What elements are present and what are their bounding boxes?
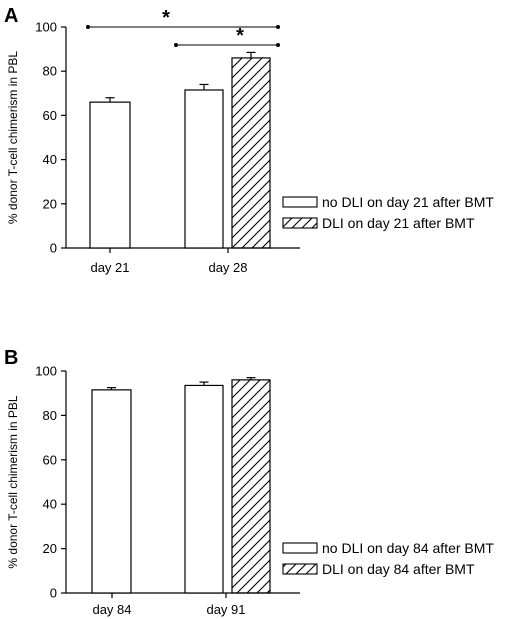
significance-endpoint: [86, 25, 90, 29]
bar: [184, 384, 224, 594]
bar: [231, 57, 271, 249]
significance-star: *: [162, 7, 170, 29]
bar: [89, 101, 131, 249]
chart-panel-a: A 0 20 40 60 80 100 % donor T-cell chimerism in…: [4, 5, 494, 275]
x-tick-label: day 28: [208, 260, 247, 275]
y-tick-label: 60: [43, 452, 57, 467]
legend-label: no DLI on day 21 after BMT: [322, 194, 494, 210]
x-tick-label: day 91: [206, 602, 245, 617]
panel-label: B: [4, 347, 18, 369]
y-axis-label: % donor T-cell chimerism in PBL: [6, 395, 20, 569]
y-tick-label: 20: [43, 541, 57, 556]
significance-endpoint: [174, 43, 178, 47]
bar: [91, 389, 132, 594]
y-tick-label: 80: [43, 64, 57, 79]
bar: [231, 379, 271, 594]
significance-endpoint: [276, 25, 280, 29]
legend-label: no DLI on day 84 after BMT: [322, 540, 494, 556]
y-tick-label: 40: [43, 497, 57, 512]
y-tick-label: 100: [35, 20, 57, 35]
chart-panel-b: B 0 20 40 60 80 100 % donor T-cell chimerism in…: [4, 347, 494, 617]
legend-label: DLI on day 84 after BMT: [322, 561, 475, 577]
y-tick-label: 0: [50, 586, 57, 601]
significance-star: *: [236, 25, 244, 47]
panel-label: A: [4, 5, 18, 27]
y-tick-label: 80: [43, 408, 57, 423]
y-tick-label: 60: [43, 108, 57, 123]
y-tick-label: 100: [35, 364, 57, 379]
significance-endpoint: [276, 43, 280, 47]
y-axis-label: % donor T-cell chimerism in PBL: [6, 51, 20, 225]
legend-swatch: [282, 563, 318, 575]
legend-label: DLI on day 21 after BMT: [322, 215, 475, 231]
y-tick-label: 40: [43, 152, 57, 167]
y-tick-label: 20: [43, 196, 57, 211]
bar: [184, 89, 224, 249]
y-tick-label: 0: [50, 241, 57, 256]
legend-swatch: [282, 217, 318, 229]
x-tick-label: day 21: [90, 260, 129, 275]
legend-swatch: [282, 542, 318, 554]
legend-swatch: [282, 196, 318, 208]
x-tick-label: day 84: [92, 602, 131, 617]
